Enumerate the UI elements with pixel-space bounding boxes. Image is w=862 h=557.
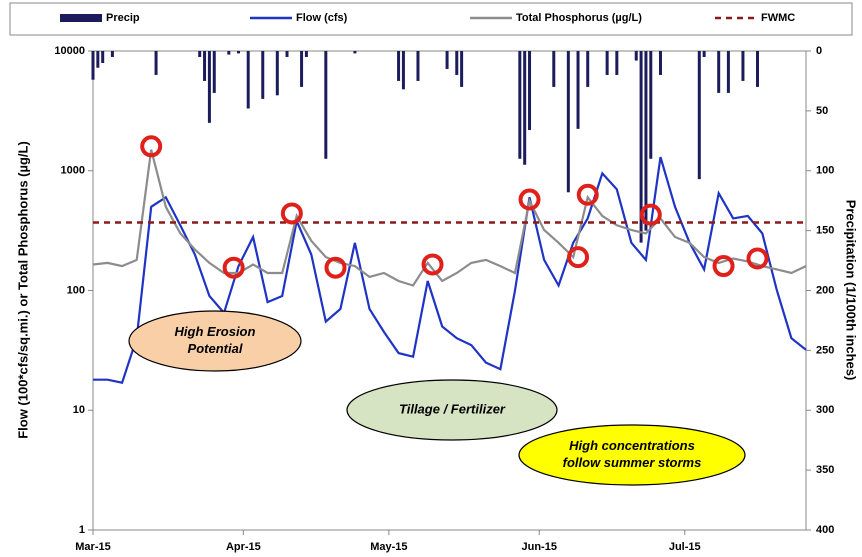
y2-tick-label: 0	[816, 45, 822, 57]
y2-tick-label: 150	[816, 225, 834, 237]
precip-bar	[445, 51, 449, 69]
highlight-circle	[518, 188, 541, 211]
y2-tick-label: 350	[816, 464, 834, 476]
precip-bar	[755, 51, 759, 87]
annotation-text: High concentrations	[569, 438, 695, 453]
precip-bar	[717, 51, 721, 93]
precip-bar	[212, 51, 216, 93]
precip-bar	[460, 51, 464, 87]
y-tick-label: 1000	[61, 165, 85, 177]
precip-bar	[523, 51, 527, 165]
legend-label: FWMC	[761, 12, 795, 24]
precip-bar	[644, 51, 648, 231]
precip-bar	[300, 51, 304, 87]
highlight-circle	[576, 183, 599, 206]
highlight-circle	[140, 135, 163, 158]
y-tick-label: 10000	[54, 45, 85, 57]
precip-bar	[110, 51, 114, 57]
precip-bar	[658, 51, 662, 75]
highlight-circle	[746, 247, 769, 270]
precip-bar	[615, 51, 619, 75]
legend-label: Total Phosphorus (µg/L)	[516, 12, 642, 24]
legend-swatch	[60, 14, 102, 22]
precip-bar	[586, 51, 590, 87]
precip-bar	[455, 51, 459, 75]
highlight-circle	[421, 253, 444, 276]
y-tick-label: 100	[67, 284, 85, 296]
precip-bar	[324, 51, 328, 159]
legend-label: Precip	[106, 12, 140, 24]
precip-bar	[304, 51, 308, 57]
precip-bar	[649, 51, 653, 159]
precip-bar	[528, 51, 532, 131]
precip-bar	[227, 51, 231, 55]
annotation-ellipse	[518, 424, 746, 486]
series-line	[92, 149, 807, 287]
annotation-ellipse	[128, 310, 302, 372]
highlight-circle	[639, 203, 662, 226]
precip-bar	[605, 51, 609, 75]
annotation-text: follow summer storms	[563, 455, 702, 470]
precip-bar	[697, 51, 701, 180]
legend-label: Flow (cfs)	[296, 12, 348, 24]
y2-tick-label: 250	[816, 344, 834, 356]
precip-bar	[198, 51, 202, 57]
y2-tick-label: 100	[816, 165, 834, 177]
y-axis-label: Flow (100*cfs/sq.mi.) or Total Phosphoru…	[15, 141, 30, 439]
highlight-circle	[567, 246, 590, 269]
precip-bar	[237, 51, 241, 54]
precip-bar	[566, 51, 570, 193]
precip-bar	[101, 51, 105, 63]
precip-bar	[741, 51, 745, 81]
precip-bar	[634, 51, 638, 61]
precip-bar	[702, 51, 706, 57]
precip-bar	[726, 51, 730, 93]
x-tick-label: Mar-15	[75, 541, 110, 553]
precip-bar	[275, 51, 279, 96]
annotation-text: Potential	[188, 341, 243, 356]
precip-bar	[397, 51, 401, 81]
precip-bar	[207, 51, 211, 123]
y-tick-label: 10	[73, 404, 85, 416]
precip-bar	[353, 51, 357, 54]
precip-bar	[203, 51, 207, 81]
precip-bar	[285, 51, 289, 57]
y2-tick-label: 400	[816, 524, 834, 536]
annotation-ellipse	[346, 379, 558, 441]
highlight-circle	[324, 256, 347, 279]
x-tick-label: Apr-15	[226, 541, 261, 553]
annotation-text: Tillage / Fertilizer	[399, 401, 506, 416]
precip-bar	[91, 51, 95, 80]
y2-tick-label: 50	[816, 105, 828, 117]
precip-bar	[261, 51, 265, 99]
precip-bar	[96, 51, 100, 68]
y-tick-label: 1	[79, 524, 85, 536]
y2-tick-label: 300	[816, 404, 834, 416]
y2-tick-label: 200	[816, 284, 834, 296]
precip-bar	[639, 51, 643, 243]
annotation-text: High Erosion	[175, 324, 256, 339]
x-tick-label: Jun-15	[521, 541, 556, 553]
precip-bar	[246, 51, 250, 109]
precip-bar	[401, 51, 405, 90]
highlight-circle	[280, 202, 303, 225]
legend-box	[9, 2, 853, 36]
precip-bar	[518, 51, 522, 159]
highlight-circle	[222, 256, 245, 279]
x-tick-label: Jul-15	[669, 541, 701, 553]
precip-bar	[416, 51, 420, 81]
highlight-circle	[712, 255, 735, 278]
x-tick-label: May-15	[370, 541, 407, 553]
series-line	[93, 156, 807, 384]
precip-bar	[154, 51, 158, 75]
y2-axis-label: Precipitation (1/100th inches)	[844, 200, 859, 381]
precip-bar	[552, 51, 556, 87]
precip-bar	[576, 51, 580, 129]
